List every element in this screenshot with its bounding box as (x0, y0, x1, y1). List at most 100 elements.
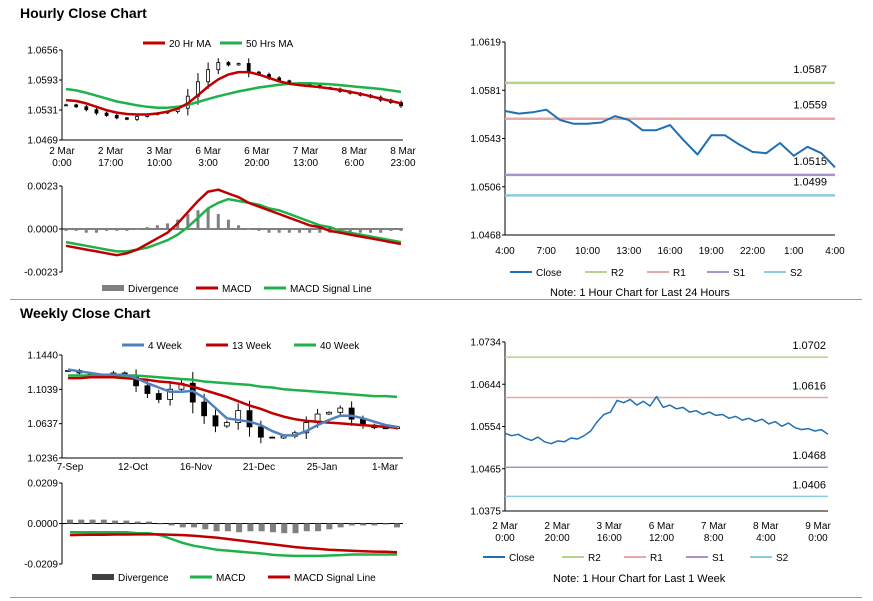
divergence-bar (267, 229, 271, 233)
hourly-levels-y-tick-label: 1.0543 (470, 134, 501, 145)
divergence-bar (145, 227, 149, 229)
hourly-levels-x-tick-label: 4:00 (495, 246, 515, 257)
weekly-candle-body (201, 401, 208, 417)
divergence-bar (348, 229, 352, 233)
divergence-bar (337, 523, 344, 528)
hourly-candle-body (94, 109, 99, 114)
divergence-bar (155, 225, 159, 229)
hourly-levels-y-tick-label: 1.0619 (470, 38, 501, 49)
level-label-r1: 1.0616 (792, 381, 826, 393)
hourly-price-x-tick-label: 2 Mar (98, 146, 124, 157)
weekly-price-y-tick-label: 1.1039 (27, 385, 58, 396)
weekly-price-y-tick-label: 1.1440 (27, 351, 58, 362)
divergence-bar (89, 519, 96, 524)
weekly-candle-body (303, 422, 310, 434)
divergence-bar (281, 523, 288, 534)
weekly-price-x-tick-label: 25-Jan (307, 462, 338, 473)
divergence-bar (206, 208, 210, 229)
divergence-bar (105, 229, 109, 231)
divergence-bar (237, 225, 241, 229)
divergence-bar (258, 523, 265, 532)
divergence-bar (226, 219, 230, 229)
divergence-bar (318, 229, 322, 233)
divergence-bar (100, 519, 107, 524)
weekly-price-x-tick-label: 21-Dec (243, 462, 275, 473)
divergence-bar (64, 229, 68, 231)
hourly-price-y-tick-label: 1.0656 (27, 46, 58, 57)
legend-macd-signal-label: MACD Signal Line (294, 573, 376, 584)
hourly-section-title: Hourly Close Chart (20, 5, 147, 21)
bottom-separator (10, 597, 862, 598)
hourly-price-y-tick-label: 1.0531 (27, 106, 58, 117)
hourly-price-x-tick-label: 20:00 (244, 158, 269, 169)
divergence-bar (382, 523, 389, 525)
legend-50hrs-ma-label: 50 Hrs MA (246, 39, 294, 50)
hourly-price-x-tick-label: 8 Mar (342, 146, 368, 157)
level-label-r1: 1.0559 (793, 100, 827, 112)
hourly-candle-body (206, 69, 211, 83)
weekly-levels-x-tick-label: 2 Mar (492, 521, 518, 532)
divergence-bar (315, 523, 322, 532)
legend-divergence-label: Divergence (128, 284, 179, 295)
hourly-levels-y-tick-label: 1.0506 (470, 182, 501, 193)
divergence-bar (191, 523, 198, 528)
section-separator (10, 299, 862, 300)
weekly-candle-body (223, 422, 230, 427)
weekly-levels-x-tick-label: 2 Mar (544, 521, 570, 532)
divergence-bar (186, 214, 190, 229)
divergence-bar (213, 523, 220, 532)
hourly-candle-body (84, 106, 89, 111)
hourly-levels-x-tick-label: 16:00 (657, 246, 682, 257)
hourly-note: Note: 1 Hour Chart for Last 24 Hours (550, 287, 730, 299)
divergence-bar (389, 229, 393, 231)
weekly-price-x-tick-label: 7-Sep (57, 462, 84, 473)
divergence-bar (399, 229, 403, 231)
divergence-bar (112, 520, 119, 524)
weekly-candle-body (144, 385, 151, 394)
divergence-bar (84, 229, 88, 233)
divergence-bar (157, 523, 164, 525)
weekly-macd-y-tick-label: 0.0209 (27, 479, 58, 490)
legend-13week-label: 13 Week (232, 341, 272, 352)
weekly-candle-body (235, 410, 242, 423)
weekly-macd-y-tick-label: -0.0209 (24, 560, 58, 571)
divergence-bar (123, 520, 130, 524)
legend-s1-label: S1 (733, 268, 746, 279)
legend-macd-label: MACD (222, 284, 251, 295)
weekly-levels-x-tick-label: 8:00 (704, 533, 724, 544)
hourly-price-x-tick-label: 6 Mar (195, 146, 221, 157)
weekly-levels-y-tick-label: 1.0554 (470, 422, 501, 433)
macd-line (70, 530, 397, 558)
hourly-price-x-tick-label: 17:00 (98, 158, 123, 169)
legend-divergence-label: Divergence (118, 573, 169, 584)
weekly-levels-x-tick-label: 8 Mar (753, 521, 779, 532)
divergence-bar (360, 523, 367, 526)
weekly-macd-y-tick-label: 0.0000 (27, 519, 58, 530)
hourly-levels-x-tick-label: 13:00 (616, 246, 641, 257)
divergence-bar (379, 229, 383, 233)
hourly-candle-body (125, 117, 129, 120)
weekly-candle-body (269, 436, 276, 439)
weekly-note: Note: 1 Hour Chart for Last 1 Week (553, 573, 726, 585)
divergence-bar (297, 229, 301, 233)
divergence-bar (269, 523, 276, 533)
hourly-price-y-tick-label: 1.0593 (27, 76, 58, 87)
hourly-price-x-tick-label: 23:00 (390, 158, 415, 169)
hourly-levels-y-tick-label: 1.0581 (470, 86, 501, 97)
hourly-candle-body (236, 63, 241, 66)
hourly-price-x-tick-label: 6:00 (345, 158, 365, 169)
legend-divergence-swatch (102, 285, 124, 291)
hourly-levels-x-tick-label: 10:00 (575, 246, 600, 257)
divergence-bar (166, 223, 170, 229)
ma-4week-line (67, 368, 398, 437)
divergence-bar (78, 519, 85, 524)
divergence-bar (308, 229, 312, 233)
weekly-candle-body (348, 407, 355, 420)
divergence-bar (179, 523, 186, 528)
legend-40week-label: 40 Week (320, 341, 360, 352)
hourly-price-x-tick-label: 3 Mar (147, 146, 173, 157)
hourly-macd-y-tick-label: 0.0023 (27, 182, 58, 193)
